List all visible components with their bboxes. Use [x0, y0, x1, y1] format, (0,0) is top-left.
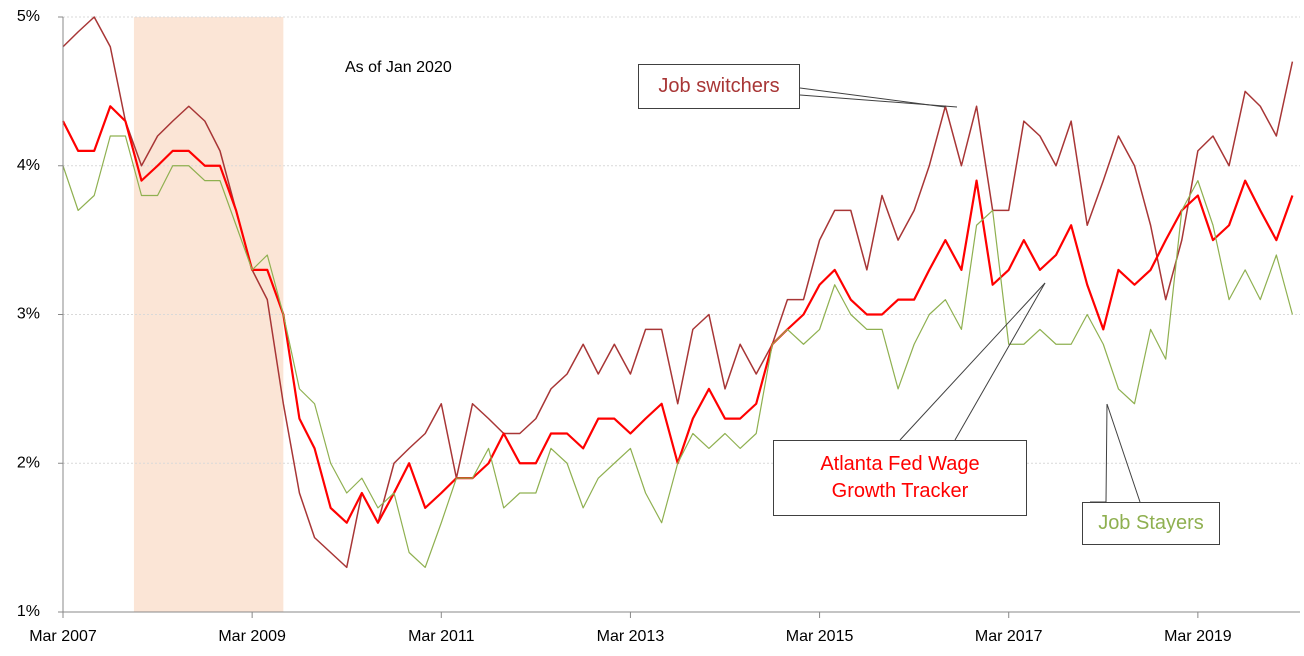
y-tick-label: 1%: [17, 603, 40, 620]
leader-line: [954, 282, 1046, 441]
x-tick-label: Mar 2011: [408, 628, 475, 645]
x-tick-label: Mar 2019: [1164, 628, 1232, 645]
y-tick-label: 4%: [17, 157, 40, 174]
leader-line: [899, 282, 1046, 441]
leader-lines: [799, 87, 1141, 503]
series-label: Job switchers: [638, 64, 800, 109]
leader-line: [1106, 403, 1141, 503]
y-tick-label: 3%: [17, 306, 40, 323]
x-tick-label: Mar 2015: [786, 628, 854, 645]
series-line: [62, 16, 1294, 569]
x-tick-label: Mar 2007: [29, 628, 97, 645]
series-label: Job Stayers: [1082, 502, 1220, 545]
series-label-text: Job switchers: [658, 75, 780, 97]
y-tick-label: 2%: [17, 454, 40, 471]
series-label-text: Atlanta Fed Wage Growth Tracker: [820, 453, 980, 502]
y-tick-label: 5%: [17, 8, 40, 25]
series-line: [62, 135, 1294, 568]
leader-line: [1090, 403, 1108, 503]
series-label-text: Job Stayers: [1098, 512, 1204, 534]
leader-line: [799, 94, 958, 108]
series-label: Atlanta Fed Wage Growth Tracker: [773, 440, 1027, 516]
x-tick-label: Mar 2013: [597, 628, 665, 645]
x-tick-label: Mar 2017: [975, 628, 1043, 645]
annotation: As of Jan 2020: [345, 59, 452, 76]
x-tick-label: Mar 2009: [218, 628, 286, 645]
